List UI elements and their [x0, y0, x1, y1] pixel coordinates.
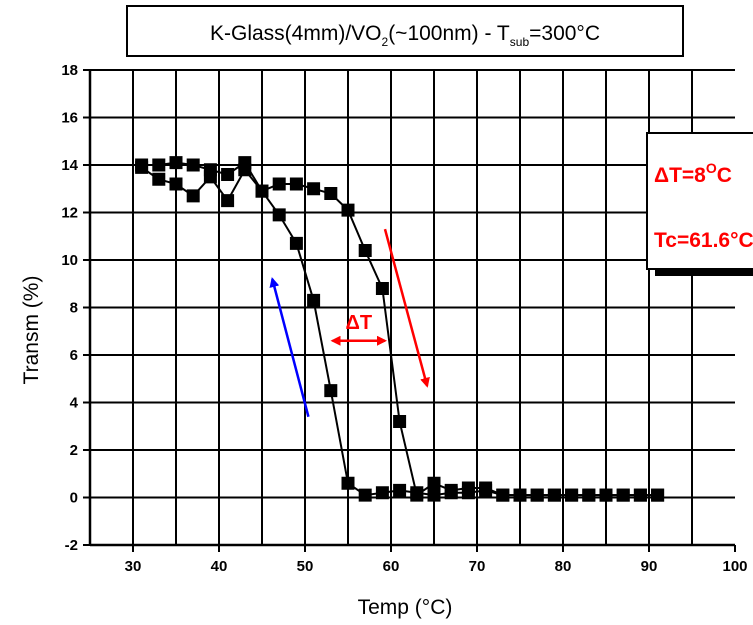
grid — [90, 69, 735, 545]
series-2-point — [461, 481, 475, 495]
y-tick-label: 14 — [61, 157, 78, 174]
series-2-point — [410, 488, 424, 502]
x-tick-label: 40 — [211, 558, 228, 575]
series-2-point — [547, 488, 561, 502]
y-tick-label: 8 — [70, 300, 78, 317]
series-2-point — [651, 488, 665, 502]
series-2-point — [633, 488, 647, 502]
series-2-point — [479, 481, 493, 495]
callout-degree-unit: C — [717, 164, 732, 187]
series-2-point — [289, 177, 303, 191]
x-tick-label: 100 — [722, 558, 747, 575]
x-tick-label: 30 — [125, 558, 142, 575]
callout-delta-t: ΔT=8OC — [654, 160, 732, 187]
annotations: ΔT — [269, 228, 430, 418]
series-1-point — [427, 488, 441, 502]
series-2-point — [513, 488, 527, 502]
delta-t-label: ΔT — [345, 312, 372, 334]
series-1-point — [221, 194, 235, 208]
callout-tc: Tc=61.6°C — [654, 229, 753, 252]
axes — [83, 69, 736, 552]
x-tick-label: 90 — [641, 558, 658, 575]
cooling-arrow — [269, 277, 310, 418]
tick-labels: -2 0 2 4 6 8 10 12 14 16 18 30 40 50 60 70 80 90 100 — [61, 62, 747, 575]
title-sub-1: 2 — [382, 35, 389, 49]
series-2-point — [358, 244, 372, 257]
y-tick-label: 0 — [70, 490, 78, 507]
series-1-point — [341, 476, 355, 490]
series-1-point — [307, 293, 321, 307]
title-suffix: =300°C — [529, 22, 600, 45]
series-2-point — [444, 483, 458, 497]
callout-degree-sup: O — [706, 160, 717, 176]
y-tick-label: 10 — [61, 252, 78, 269]
series-2-point — [582, 488, 596, 502]
y-tick-label: 6 — [70, 347, 78, 364]
series-1-point — [358, 488, 372, 502]
series-2-point — [307, 182, 321, 196]
x-tick-label: 70 — [469, 558, 486, 575]
series-1-point — [375, 486, 389, 500]
result-callout: ΔT=8OC Tc=61.6°C — [646, 132, 753, 276]
series-2-point — [393, 415, 407, 428]
series-2-point — [272, 177, 286, 191]
series-2-point — [203, 163, 217, 177]
y-tick-label: 2 — [70, 442, 78, 459]
series-2-point — [221, 168, 235, 181]
series-2-point — [135, 158, 149, 172]
series-2-point — [255, 184, 269, 198]
callout-delta-value: ΔT=8 — [654, 164, 706, 187]
chart-title: K-Glass(4mm)/VO2(~100nm) - Tsub=300°C — [210, 22, 600, 49]
series-2-point — [152, 158, 166, 172]
y-tick-label: 12 — [61, 205, 78, 222]
series-1-point — [272, 208, 286, 222]
series-1-point — [152, 172, 166, 186]
series-2-point — [565, 488, 579, 502]
series-2-point — [341, 203, 355, 217]
title-box — [126, 5, 684, 57]
series-2-point — [427, 476, 441, 490]
x-tick-label: 60 — [383, 558, 400, 575]
series-1-point — [289, 236, 303, 250]
heating-arrow — [383, 228, 430, 388]
x-tick-label: 80 — [555, 558, 572, 575]
series-2-point — [616, 488, 630, 502]
y-axis-title: Transm (%) — [20, 276, 43, 385]
y-tick-label: 4 — [70, 395, 79, 412]
series-2-point — [324, 187, 338, 200]
title-sub-2: sub — [510, 35, 530, 49]
x-tick-label: 50 — [297, 558, 314, 575]
series-2-point — [599, 488, 613, 502]
series-2-point — [375, 282, 389, 295]
y-tick-label: 16 — [61, 110, 78, 127]
series-2-point — [238, 156, 252, 170]
series-2-point — [496, 488, 510, 502]
series-1-point — [169, 177, 183, 191]
series-2-point — [530, 488, 544, 502]
y-tick-label: 18 — [61, 62, 78, 79]
series-1-point — [186, 189, 200, 203]
series-1-point — [324, 384, 338, 398]
title-prefix: K-Glass(4mm)/VO — [210, 22, 382, 45]
series-2-point — [169, 156, 183, 170]
data-series — [135, 156, 665, 502]
series-2-point — [186, 158, 200, 172]
x-axis-title: Temp (°C) — [358, 596, 453, 619]
series-1-point — [393, 483, 407, 497]
title-middle: (~100nm) - T — [388, 22, 510, 45]
y-tick-label: -2 — [65, 537, 78, 554]
